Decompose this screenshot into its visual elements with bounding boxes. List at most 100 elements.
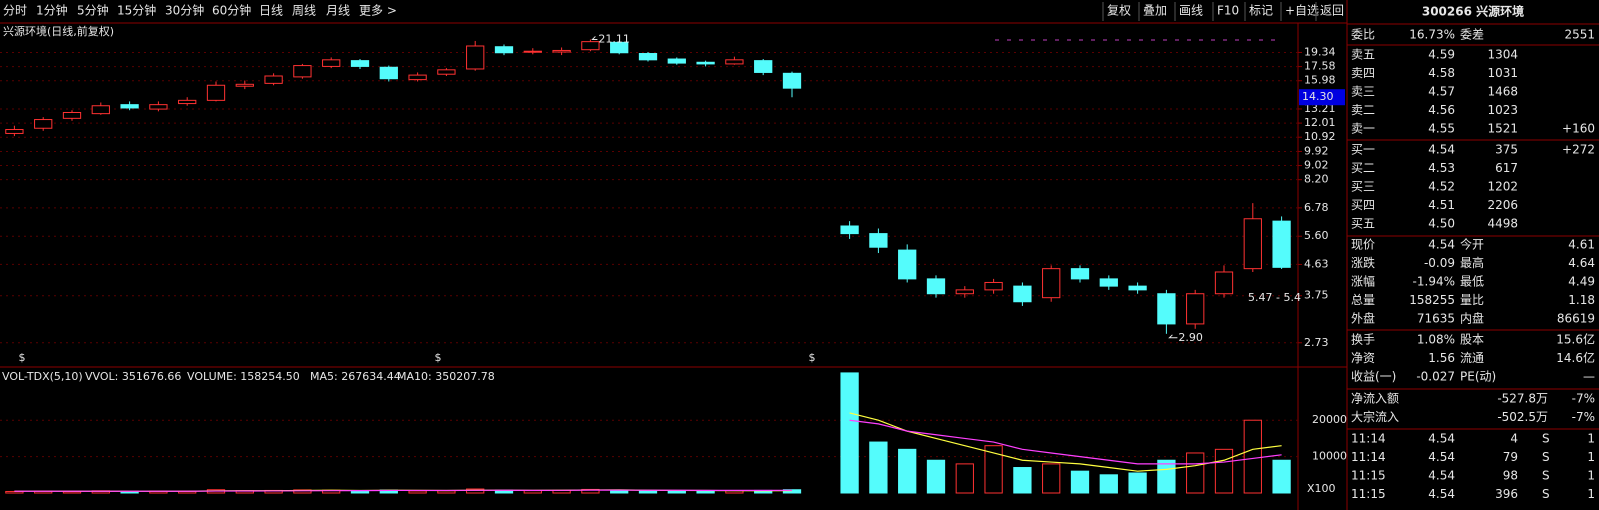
y-tick-label: 9.92 xyxy=(1304,144,1329,157)
panel-cell: 1 xyxy=(1587,469,1595,483)
y-tick-label: 4.63 xyxy=(1304,257,1329,270)
panel-cell: 11:14 xyxy=(1351,450,1386,464)
panel-cell: 涨跌 xyxy=(1351,255,1375,270)
toolbar-tab[interactable]: 月线 xyxy=(326,4,350,18)
panel-cell: +272 xyxy=(1562,143,1595,157)
panel-cell: 4.54 xyxy=(1428,450,1455,464)
cursor-label: 14.30 xyxy=(1302,90,1334,103)
panel-cell: 98 xyxy=(1503,469,1518,483)
unit-label: X100 xyxy=(1307,482,1336,495)
panel-cell: 收益(一) xyxy=(1351,370,1396,384)
candle-body xyxy=(754,60,773,73)
panel-cell: 委比 xyxy=(1351,28,1375,42)
panel-cell: 总量 xyxy=(1351,293,1375,307)
panel-cell: 现价 xyxy=(1351,238,1375,252)
toolbar-tab[interactable]: 更多 > xyxy=(359,4,397,18)
volume-bar xyxy=(667,490,686,494)
panel-cell: -1.94% xyxy=(1413,275,1455,289)
panel-cell: 86619 xyxy=(1557,312,1595,326)
annotation: 21.11 xyxy=(598,32,630,45)
candle-body xyxy=(696,61,715,65)
panel-cell: 涨幅 xyxy=(1351,274,1375,289)
toolbar-tab[interactable]: 60分钟 xyxy=(212,3,251,18)
panel-cell: 2551 xyxy=(1564,28,1595,42)
panel-cell: 买五 xyxy=(1351,217,1375,231)
panel-cell: 4.52 xyxy=(1428,180,1455,194)
panel-cell: 4.53 xyxy=(1428,161,1455,175)
panel-cell: 换手 xyxy=(1351,333,1375,347)
panel-cell: S xyxy=(1542,450,1550,464)
volume-legend: VOL-TDX(5,10) xyxy=(2,370,83,383)
candle-body xyxy=(898,249,917,280)
panel-cell: 71635 xyxy=(1417,312,1455,326)
marker: $ xyxy=(809,351,816,364)
panel-cell: 4.54 xyxy=(1428,469,1455,483)
toolbar-tab[interactable]: 周线 xyxy=(292,4,316,18)
panel-cell: — xyxy=(1583,370,1595,384)
candle-body xyxy=(1214,271,1234,295)
panel-cell: 今开 xyxy=(1460,237,1484,252)
panel-cell: 15.6亿 xyxy=(1556,332,1595,347)
candle-body xyxy=(523,50,542,53)
panel-cell: 4.61 xyxy=(1568,238,1595,252)
candle-body xyxy=(610,41,629,54)
panel-cell: -7% xyxy=(1572,392,1595,406)
annotation-arrow xyxy=(591,36,598,40)
toolbar-button[interactable]: 画线 xyxy=(1179,4,1203,18)
candle-body xyxy=(408,74,427,81)
panel-cell: 1031 xyxy=(1487,66,1518,80)
panel-cell: 1 xyxy=(1587,487,1595,501)
y-tick-label: 8.20 xyxy=(1304,173,1329,186)
volume-bar xyxy=(1157,459,1176,494)
panel-cell: 14.6亿 xyxy=(1556,350,1595,365)
toolbar-button[interactable]: 叠加 xyxy=(1143,4,1167,18)
y-tick-label: 10.92 xyxy=(1304,130,1336,143)
panel-cell: 1304 xyxy=(1487,48,1518,62)
panel-cell: 4.59 xyxy=(1428,48,1455,62)
panel-cell: 1 xyxy=(1587,450,1595,464)
candle-body xyxy=(34,119,53,129)
candle-body xyxy=(5,129,24,134)
volume-bar xyxy=(1214,448,1234,494)
panel-cell: 4.54 xyxy=(1428,238,1455,252)
candle-body xyxy=(581,41,600,51)
volume-bar xyxy=(955,463,974,494)
toolbar-button[interactable]: +自选 xyxy=(1285,4,1319,18)
volume-bar xyxy=(1099,474,1118,494)
candle-body xyxy=(1099,278,1118,287)
annotation: 2.90 xyxy=(1178,331,1203,344)
volume-bar xyxy=(1272,459,1291,494)
panel-cell: 股本 xyxy=(1460,333,1484,347)
volume-bar xyxy=(869,441,888,494)
toolbar-tab[interactable]: 15分钟 xyxy=(117,3,156,18)
panel-cell: 大宗流入 xyxy=(1351,409,1399,424)
panel-cell: 2206 xyxy=(1487,198,1518,212)
panel-title: 300266 兴源环境 xyxy=(1422,4,1524,19)
toolbar-button[interactable]: 标记 xyxy=(1249,4,1273,18)
toolbar-tab[interactable]: 分时 xyxy=(3,4,27,18)
panel-cell: 流通 xyxy=(1460,351,1484,365)
panel-cell: 卖二 xyxy=(1351,103,1375,117)
toolbar-tab[interactable]: 5分钟 xyxy=(77,3,109,18)
candle-body xyxy=(955,289,974,295)
cursor-box xyxy=(1299,89,1345,106)
panel-cell: 买二 xyxy=(1351,161,1375,175)
panel-cell: 买三 xyxy=(1351,180,1375,194)
y-tick-label: 2.73 xyxy=(1304,336,1329,349)
volume-bar xyxy=(466,488,485,494)
toolbar-tab[interactable]: 30分钟 xyxy=(165,3,204,18)
candle-body xyxy=(235,83,254,87)
panel-cell: S xyxy=(1542,432,1550,446)
candle-body xyxy=(725,59,744,65)
panel-cell: 内盘 xyxy=(1460,311,1484,326)
panel-cell: -527.8万 xyxy=(1497,392,1548,406)
panel-cell: -0.09 xyxy=(1424,256,1455,270)
candle-body xyxy=(350,60,370,67)
toolbar-button[interactable]: F10 xyxy=(1217,4,1239,18)
toolbar-tab[interactable]: 1分钟 xyxy=(36,3,68,18)
toolbar-button[interactable]: 复权 xyxy=(1107,4,1131,18)
panel-cell: 卖三 xyxy=(1351,85,1375,99)
toolbar-tab[interactable]: 日线 xyxy=(259,4,283,18)
toolbar-button[interactable]: 返回 xyxy=(1320,4,1344,18)
panel-cell: 79 xyxy=(1503,450,1518,464)
